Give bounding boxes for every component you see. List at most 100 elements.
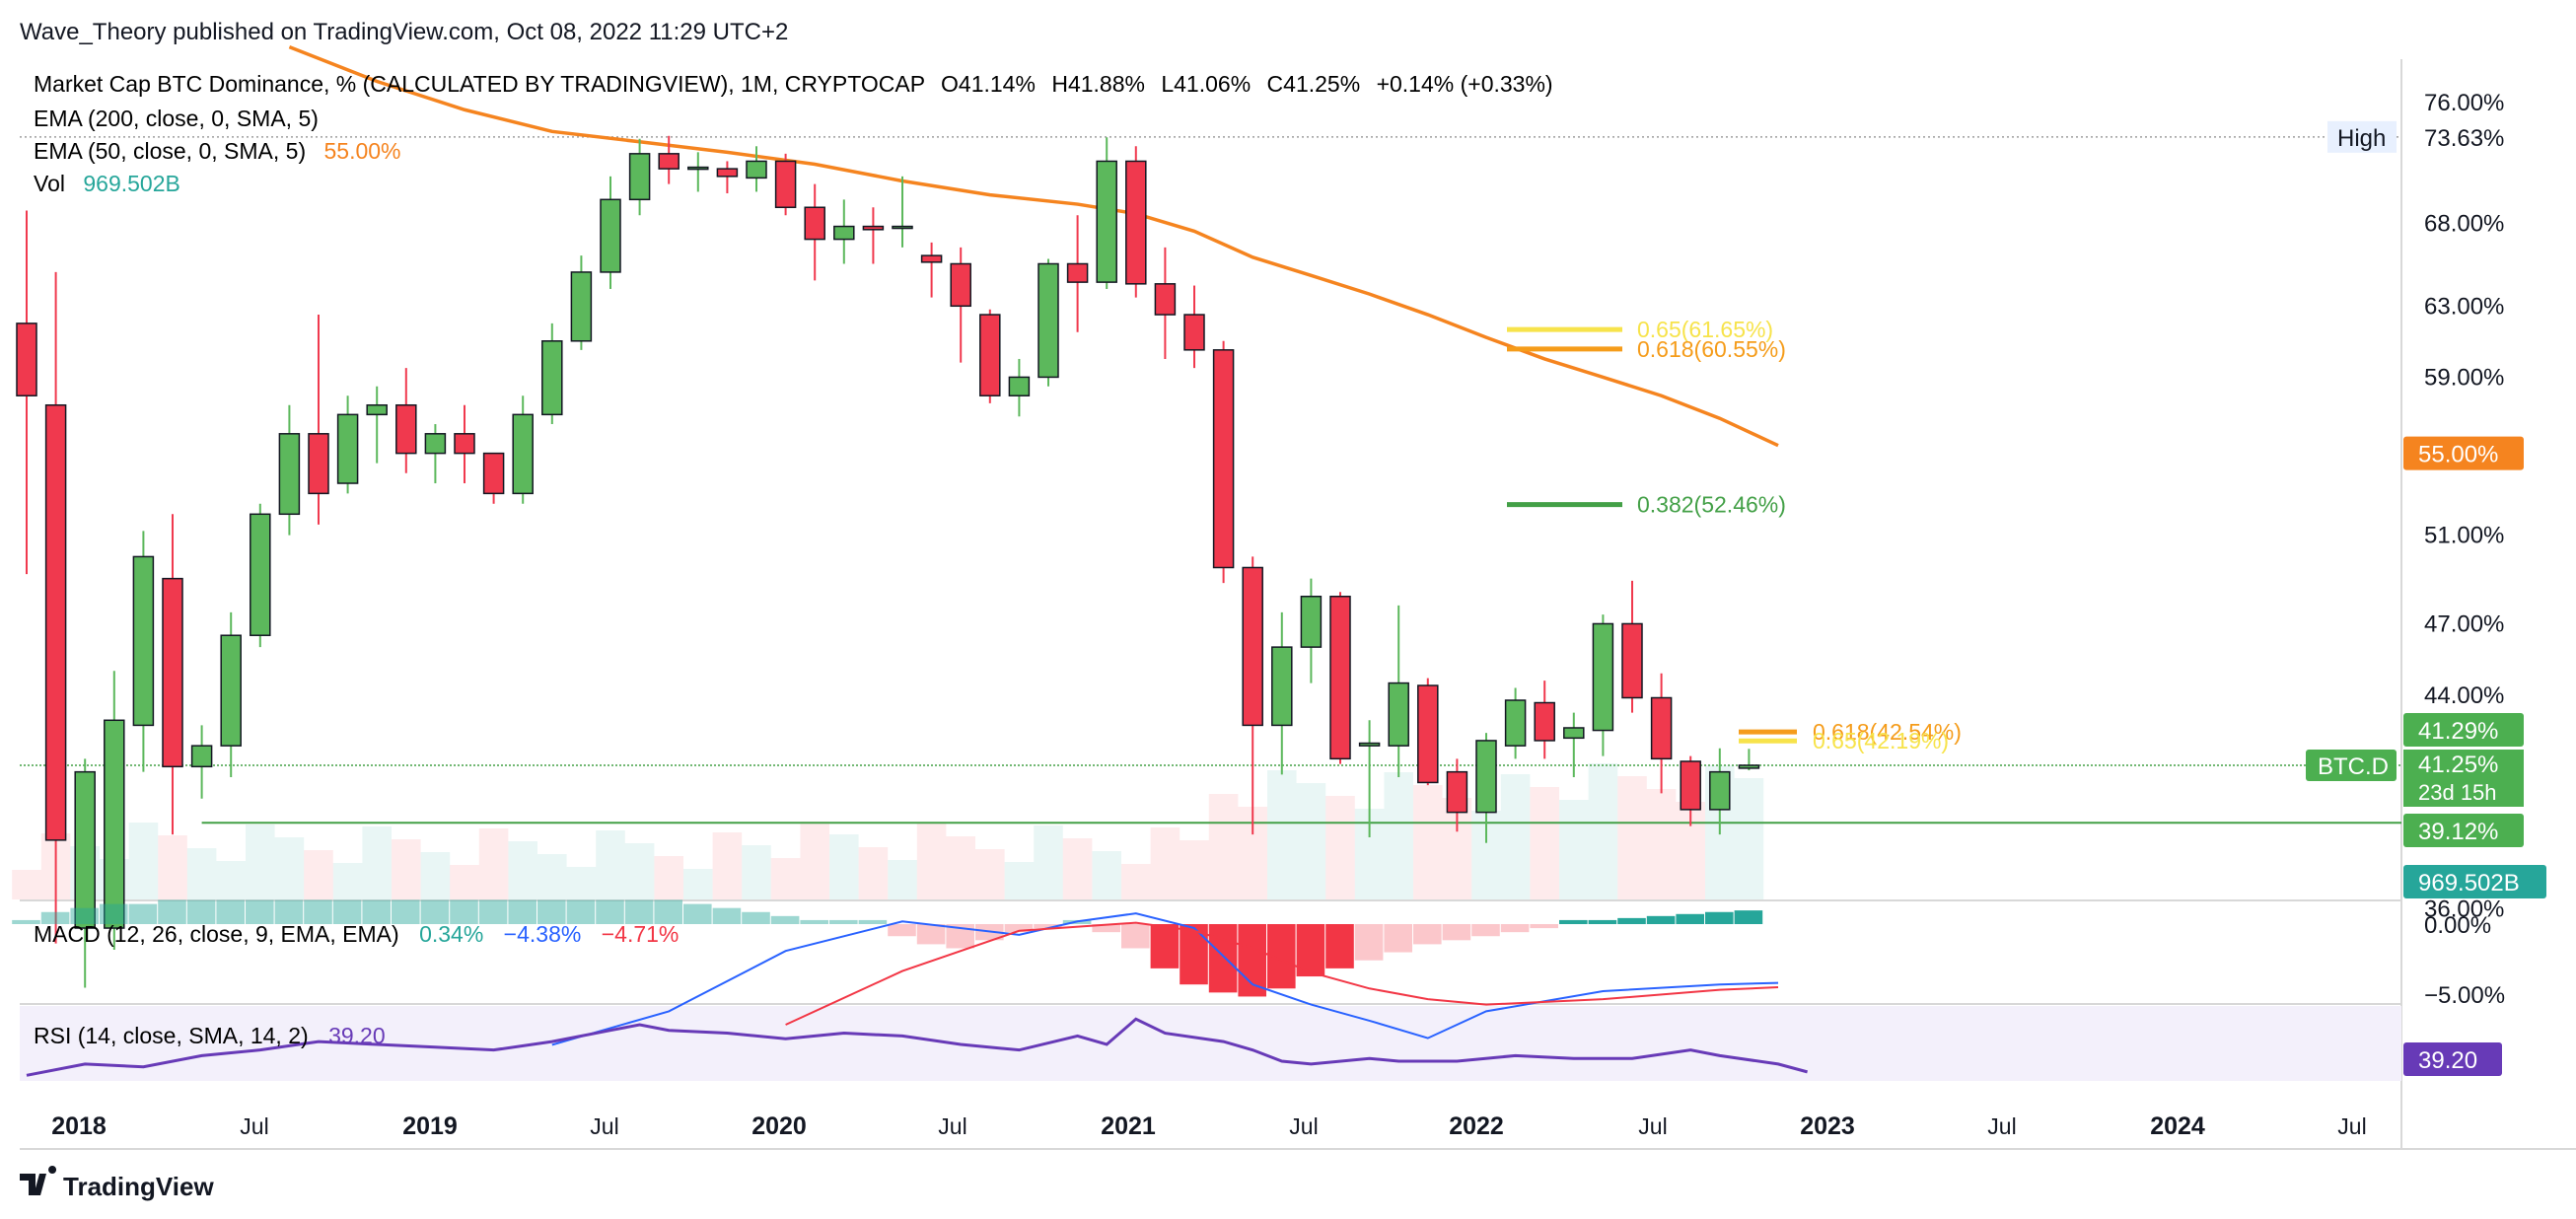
volume-bar xyxy=(1559,800,1589,899)
macd-hist-bar xyxy=(829,919,858,924)
macd-hist-bar xyxy=(1150,924,1180,968)
tradingview-logo-icon xyxy=(20,1166,57,1195)
candle-body xyxy=(892,225,913,230)
legend-vol-row[interactable]: Vol 969.502B xyxy=(34,171,180,196)
btcd-tag: BTC.D xyxy=(2318,753,2389,780)
time-tick-label: 2020 xyxy=(751,1112,807,1140)
volume-bar xyxy=(1296,783,1326,899)
macd-hist-bar xyxy=(40,911,70,924)
macd-hist-bar xyxy=(1413,924,1442,945)
macd-hist-bar xyxy=(12,919,40,924)
macd-hist-bar xyxy=(624,899,654,924)
volume-bar xyxy=(946,836,975,899)
fib-level-label: 0.618(60.55%) xyxy=(1637,336,1786,362)
legend-title-row[interactable]: Market Cap BTC Dominance, % (CALCULATED … xyxy=(34,71,1553,97)
macd-legend[interactable]: MACD (12, 26, close, 9, EMA, EMA) 0.34% … xyxy=(34,921,679,947)
candle-body xyxy=(162,577,183,768)
volume-bar xyxy=(1325,796,1355,899)
macd-tick-label: −5.00% xyxy=(2424,982,2505,1009)
ema50-badge: 55.00% xyxy=(2418,442,2498,468)
candle-body xyxy=(862,225,885,231)
support-badge-bg xyxy=(2403,814,2524,847)
time-axis[interactable]: 2018 Jul 2019 Jul 2020 Jul 2021 Jul 2022 Jul 2023 J… xyxy=(51,1112,2367,1140)
fib-level-label: 0.65(61.65%) xyxy=(1637,317,1773,342)
candle-body xyxy=(1154,283,1177,316)
rsi-band xyxy=(20,1006,2401,1081)
candle-body xyxy=(658,153,680,170)
publisher-text: Wave_Theory published on TradingView.com… xyxy=(20,19,788,45)
candle-body xyxy=(250,513,271,636)
volume-bar xyxy=(624,843,655,899)
volume-bar xyxy=(566,867,597,899)
macd-hist-bar xyxy=(1588,919,1617,924)
candle-body xyxy=(1680,760,1701,811)
candle-body xyxy=(1592,622,1614,732)
rsi-value: 39.20 xyxy=(328,1023,386,1048)
candle-body xyxy=(512,413,534,495)
volume-bar xyxy=(1413,785,1443,899)
legend-high: H41.88% xyxy=(1051,71,1145,97)
macd-hist-bar xyxy=(1559,919,1588,924)
volume-bar xyxy=(683,869,713,899)
candle-body xyxy=(1125,160,1147,285)
high-label: High xyxy=(2337,125,2386,152)
legend-ema50-row[interactable]: EMA (50, close, 0, SMA, 5) 55.00% xyxy=(34,138,401,164)
candle-body xyxy=(1621,622,1643,699)
price-tick-label: 36.00% xyxy=(2424,896,2504,923)
candle-body xyxy=(336,413,359,484)
volume-bar xyxy=(1734,778,1764,899)
signal-line xyxy=(785,921,1779,1026)
legend-ema200[interactable]: EMA (200, close, 0, SMA, 5) xyxy=(34,106,319,131)
macd-signal-value: −4.71% xyxy=(602,921,680,947)
btcd-value: 41.25% xyxy=(2418,752,2498,778)
candle-body xyxy=(366,403,388,416)
candle-body xyxy=(132,555,155,727)
rsi-legend[interactable]: RSI (14, close, SMA, 14, 2) 39.20 xyxy=(34,1023,386,1048)
brand-text: TradingView xyxy=(63,1172,214,1201)
volume-bar xyxy=(829,834,859,899)
macd-hist-bar xyxy=(332,899,362,924)
macd-hist-bar xyxy=(1384,924,1412,953)
candle-body xyxy=(1563,727,1585,740)
price-axis[interactable]: 76.00% 68.00% 63.00% 59.00% 51.00% 47.00% 44.0… xyxy=(2306,90,2546,1076)
macd-hist-bar xyxy=(888,924,916,937)
btcd-tag-bg xyxy=(2306,750,2397,781)
price-tick-label: 63.00% xyxy=(2424,293,2504,320)
candle-body xyxy=(1534,701,1555,742)
support-badge: 39.12% xyxy=(2418,819,2498,845)
time-tick-label: 2022 xyxy=(1449,1112,1504,1140)
rsi-line xyxy=(26,1017,1808,1077)
candle-body xyxy=(1183,314,1205,351)
candle-body xyxy=(1738,764,1760,769)
candle-body xyxy=(482,452,505,495)
volume-bar xyxy=(1530,787,1559,899)
macd-hist-bar xyxy=(566,899,596,924)
macd-hist-bar xyxy=(420,899,450,924)
candle-body xyxy=(424,433,447,455)
rsi-badge-bg xyxy=(2403,1042,2502,1076)
candle-body xyxy=(1475,740,1497,814)
time-tick-label: 2021 xyxy=(1101,1112,1156,1140)
volume-bar xyxy=(1588,763,1618,899)
macd-hist-bar xyxy=(537,899,566,924)
macd-hist-bar xyxy=(1354,924,1384,961)
volume-bar xyxy=(1500,774,1531,899)
ema50-line xyxy=(288,44,1779,448)
time-tick-label: 2023 xyxy=(1800,1112,1855,1140)
candle-body xyxy=(1329,595,1351,760)
candle-body xyxy=(1066,262,1089,283)
macd-hist-bar xyxy=(683,903,712,924)
high-value: 73.63% xyxy=(2424,125,2504,152)
volume-bar xyxy=(12,870,41,899)
volume-bar xyxy=(770,858,801,899)
tradingview-logo[interactable]: TradingView xyxy=(20,1166,214,1201)
time-tick-label: 2019 xyxy=(402,1112,458,1140)
macd-hist-bar xyxy=(1034,924,1062,929)
macd-hist-bar xyxy=(1092,924,1120,933)
candle-body xyxy=(1388,681,1409,747)
level-4129-badge-bg xyxy=(2403,713,2524,747)
volume-bar xyxy=(1034,825,1063,899)
macd-hist-bar xyxy=(712,907,742,924)
volume-bar xyxy=(1646,789,1677,899)
candle-body xyxy=(628,153,651,201)
